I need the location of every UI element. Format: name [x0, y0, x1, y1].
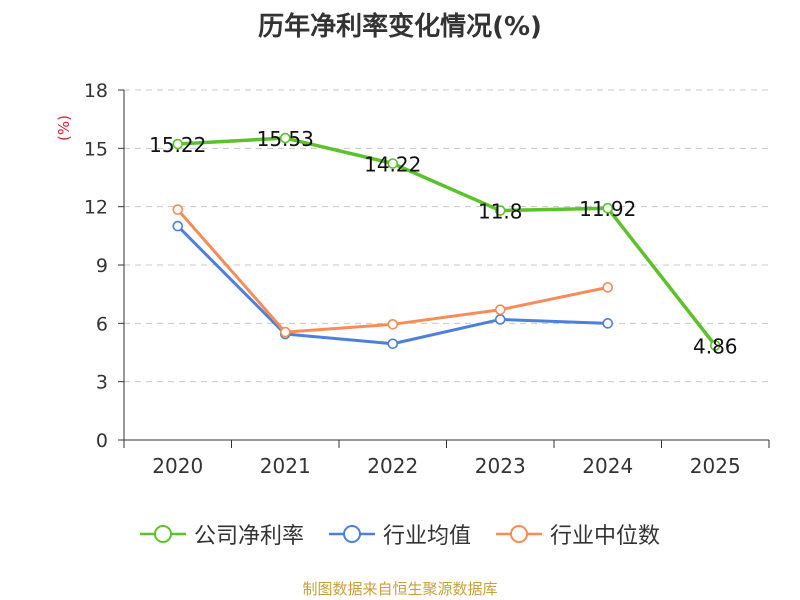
y-tick-label: 3 [96, 372, 108, 394]
legend-label-industry-average: 行业均值 [382, 524, 471, 549]
data-label-2025: 4.86 [693, 335, 738, 359]
legend-marker-industry-median [496, 525, 542, 543]
legend-item-industry-average[interactable]: 行业均值 [328, 518, 471, 550]
legend-label-industry-median: 行业中位数 [550, 524, 661, 549]
data-point-s2-2020 [172, 204, 184, 215]
data-label-2024: 11.92 [579, 197, 636, 221]
x-tick-label: 2025 [690, 454, 741, 478]
data-point-s0-2022 [387, 158, 399, 169]
legend-marker-industry-average [328, 525, 375, 543]
y-tick-label: 18 [84, 80, 108, 102]
legend-item-company-net-margin[interactable]: 公司净利率 [139, 518, 304, 550]
legend-marker-company-net-margin [139, 525, 186, 543]
x-tick-label: 2020 [152, 454, 203, 478]
y-tick-label: 12 [84, 197, 108, 219]
legend-label-company-net-margin: 公司净利率 [193, 524, 304, 549]
data-point-s2-2022 [387, 319, 399, 330]
y-tick-label: 6 [96, 313, 108, 335]
series-line-0 [177, 136, 717, 347]
data-point-s0-2025 [709, 340, 721, 351]
y-tick-label: 15 [84, 138, 108, 160]
data-label-2023: 11.8 [478, 200, 523, 224]
x-tick-label: 2022 [367, 454, 418, 478]
data-point-s2-2023 [494, 304, 506, 316]
chart-title: 历年净利率变化情况(%) [258, 12, 542, 42]
data-point-s1-2020 [172, 220, 184, 232]
x-tick-label: 2023 [475, 454, 526, 478]
x-tick-label: 2021 [260, 454, 311, 478]
data-label-2021: 15.53 [257, 127, 314, 151]
y-tick-label: 0 [96, 430, 108, 452]
data-point-s0-2020 [172, 138, 184, 150]
y-tick-label: 9 [96, 255, 108, 277]
data-point-s2-2024 [602, 282, 614, 293]
chart-legend: 公司净利率 行业均值 行业中位数 [0, 518, 800, 550]
data-label-2022: 14.22 [364, 153, 421, 177]
y-axis-unit-label: (%) [55, 115, 73, 141]
series-line-2 [176, 208, 609, 334]
data-point-s1-2022 [387, 338, 399, 350]
data-point-s0-2023 [494, 205, 506, 216]
x-tick-label: 2024 [582, 454, 633, 478]
data-point-s0-2021 [279, 132, 291, 144]
data-point-s2-2021 [279, 326, 291, 338]
data-label-2020: 15.22 [149, 133, 206, 157]
data-point-s0-2024 [602, 202, 614, 214]
data-point-s1-2023 [494, 314, 506, 325]
data-point-s1-2024 [602, 318, 614, 329]
data-source-note: 制图数据来自恒生聚源数据库 [302, 580, 498, 598]
legend-item-industry-median[interactable]: 行业中位数 [496, 518, 660, 550]
